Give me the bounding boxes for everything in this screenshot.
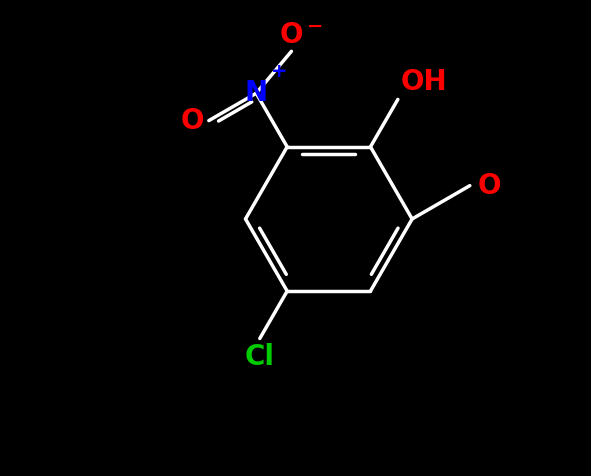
Text: O: O [478,172,501,199]
Text: O: O [280,21,303,49]
Text: +: + [271,62,287,81]
Text: N: N [245,79,268,107]
Text: −: − [307,17,323,36]
Text: O: O [181,107,204,135]
Text: Cl: Cl [245,343,275,371]
Text: OH: OH [400,68,447,96]
